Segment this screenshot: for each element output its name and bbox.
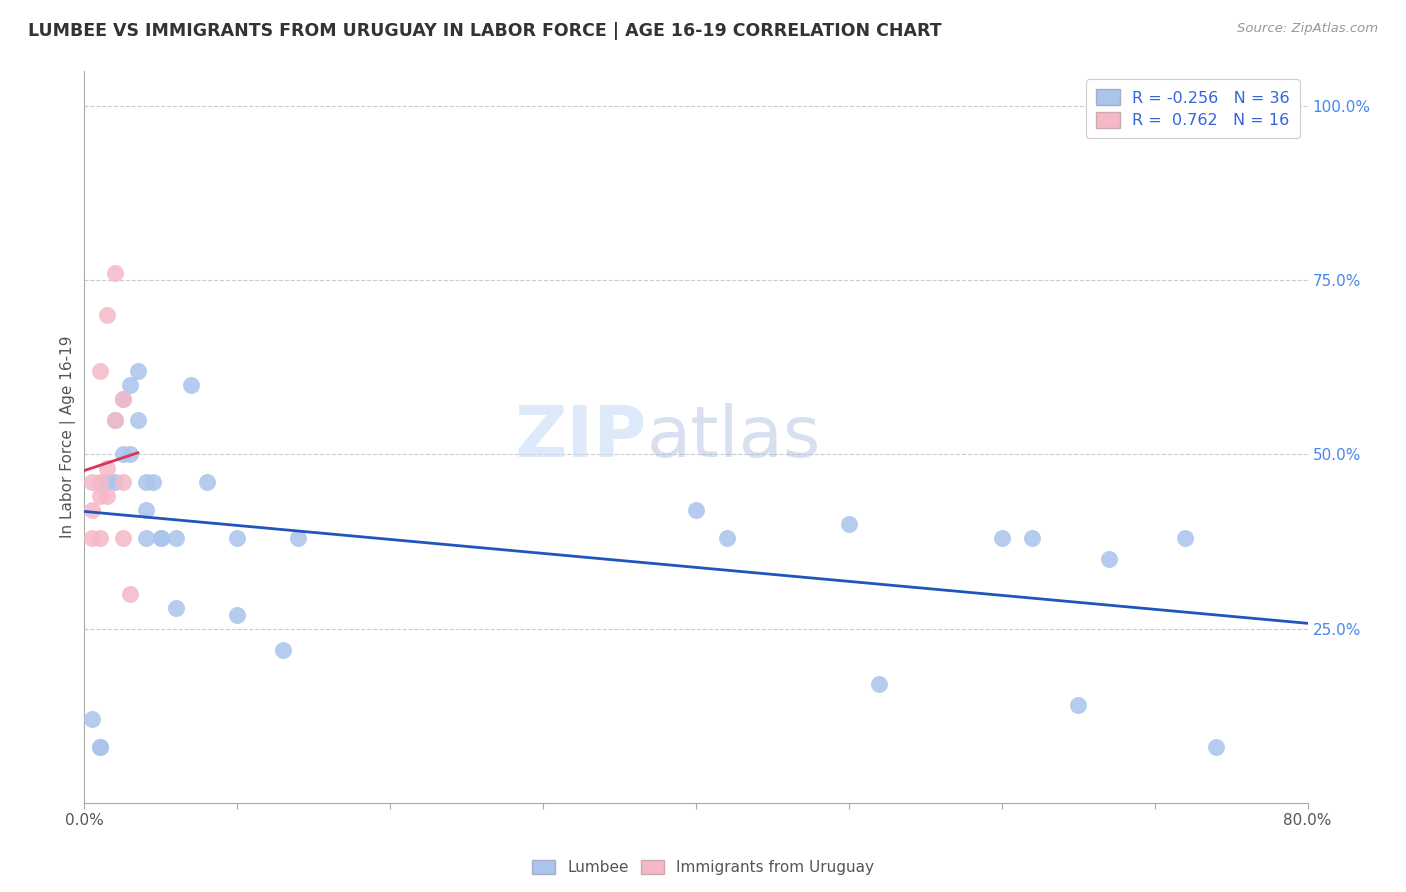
Point — [1067, 698, 1090, 713]
Point — [80, 531, 103, 545]
Point — [135, 503, 157, 517]
Point — [135, 531, 157, 545]
Point — [869, 677, 891, 691]
Point — [111, 392, 134, 406]
Point — [96, 308, 118, 322]
Point — [89, 740, 111, 755]
Point — [111, 475, 134, 490]
Point — [111, 448, 134, 462]
Point — [104, 266, 127, 280]
Text: ZIP: ZIP — [515, 402, 647, 472]
Point — [104, 412, 127, 426]
Point — [180, 377, 202, 392]
Point — [287, 531, 309, 545]
Point — [104, 412, 127, 426]
Point — [685, 503, 707, 517]
Point — [127, 412, 149, 426]
Point — [96, 461, 118, 475]
Point — [165, 600, 187, 615]
Point — [149, 531, 172, 545]
Point — [89, 364, 111, 378]
Point — [89, 475, 111, 490]
Point — [89, 531, 111, 545]
Point — [96, 475, 118, 490]
Point — [142, 475, 165, 490]
Point — [135, 475, 157, 490]
Point — [96, 489, 118, 503]
Point — [80, 503, 103, 517]
Point — [165, 531, 187, 545]
Point — [120, 377, 142, 392]
Point — [120, 587, 142, 601]
Y-axis label: In Labor Force | Age 16-19: In Labor Force | Age 16-19 — [60, 335, 76, 539]
Legend: R = -0.256   N = 36, R =  0.762   N = 16: R = -0.256 N = 36, R = 0.762 N = 16 — [1085, 79, 1299, 138]
Point — [1205, 740, 1227, 755]
Point — [226, 531, 249, 545]
Text: atlas: atlas — [647, 402, 821, 472]
Point — [89, 489, 111, 503]
Point — [111, 531, 134, 545]
Point — [80, 712, 103, 726]
Point — [111, 392, 134, 406]
Point — [1021, 531, 1043, 545]
Text: Source: ZipAtlas.com: Source: ZipAtlas.com — [1237, 22, 1378, 36]
Legend: Lumbee, Immigrants from Uruguay: Lumbee, Immigrants from Uruguay — [527, 855, 879, 880]
Point — [104, 475, 127, 490]
Text: LUMBEE VS IMMIGRANTS FROM URUGUAY IN LABOR FORCE | AGE 16-19 CORRELATION CHART: LUMBEE VS IMMIGRANTS FROM URUGUAY IN LAB… — [28, 22, 942, 40]
Point — [120, 448, 142, 462]
Point — [89, 740, 111, 755]
Point — [195, 475, 218, 490]
Point — [271, 642, 294, 657]
Point — [991, 531, 1014, 545]
Point — [226, 607, 249, 622]
Point — [716, 531, 738, 545]
Point — [80, 475, 103, 490]
Point — [127, 364, 149, 378]
Point — [838, 517, 860, 532]
Point — [149, 531, 172, 545]
Point — [1174, 531, 1197, 545]
Point — [1098, 552, 1121, 566]
